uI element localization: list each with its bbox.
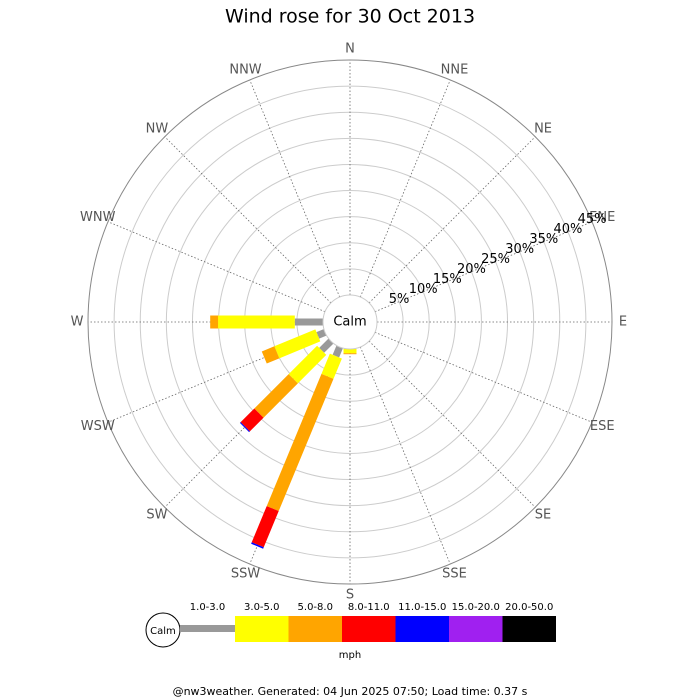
bar-segment [251,506,279,548]
ring-label: 30% [505,242,534,257]
legend-label: 20.0-50.0 [505,602,553,613]
legend-swatch [235,616,289,642]
calm-circle [322,294,378,350]
legend-label: 3.0-5.0 [244,602,279,613]
direction-label: ESE [590,419,615,434]
legend-label: 8.0-11.0 [348,602,390,613]
ring-label: 5% [389,292,410,307]
ring-label: 35% [529,232,558,247]
legend-label: 1.0-3.0 [190,602,225,613]
direction-label: NW [146,121,169,136]
spoke [374,221,593,313]
direction-label: WSW [81,419,115,434]
legend-label: 5.0-8.0 [298,602,333,613]
bar-segment [266,373,334,512]
bar-segment [240,408,264,432]
bar-segment [332,345,343,358]
legend-swatch [180,625,235,632]
bar-segment [316,329,327,339]
direction-label: SW [146,508,167,523]
legend-swatch [395,616,449,642]
direction-label: E [619,315,627,330]
bar-segment [239,422,250,433]
direction-label: W [71,315,84,330]
direction-label: NE [534,121,552,136]
bar-segment [288,345,327,384]
ring [165,137,535,507]
bar-segment [254,374,298,418]
legend-label: 11.0-15.0 [398,602,446,613]
spoke [359,79,451,298]
ring-label: 15% [433,272,462,287]
spoke [249,79,341,298]
ring [113,85,587,559]
calm-label: Calm [333,315,366,330]
legend-swatch [449,616,503,642]
direction-label: ENE [589,210,615,225]
spoke [359,346,451,565]
spoke [374,331,593,423]
direction-label: S [346,588,354,603]
chart-title: Wind rose for 30 Oct 2013 [225,6,475,28]
direction-label: NNE [441,62,469,77]
spoke [368,340,536,508]
ring-label: 25% [481,252,510,267]
bar-segment [274,329,321,359]
spoke [368,136,536,304]
spoke [164,136,332,304]
ring-label: 10% [409,282,438,297]
direction-label: NNW [229,62,261,77]
spoke [107,221,326,313]
direction-label: SSE [442,567,467,582]
direction-label: SE [535,508,551,523]
ring-label: 40% [553,222,582,237]
ring-label: 45% [578,212,607,227]
direction-label: SSW [231,567,261,582]
legend-calm-label: Calm [150,626,176,637]
ring-label: 20% [457,262,486,277]
bar-segment [319,338,334,353]
footer: @nw3weather. Generated: 04 Jun 2025 07:5… [173,685,528,698]
legend-swatch [342,616,396,642]
bar-segment [261,346,280,364]
bar-segment [251,542,264,549]
bar-segment [321,353,342,379]
legend-swatch [288,616,342,642]
direction-label: N [345,42,355,57]
legend-units: mph [339,650,361,661]
legend-label: 15.0-20.0 [452,602,500,613]
legend-swatch [502,616,556,642]
direction-label: WNW [80,210,116,225]
